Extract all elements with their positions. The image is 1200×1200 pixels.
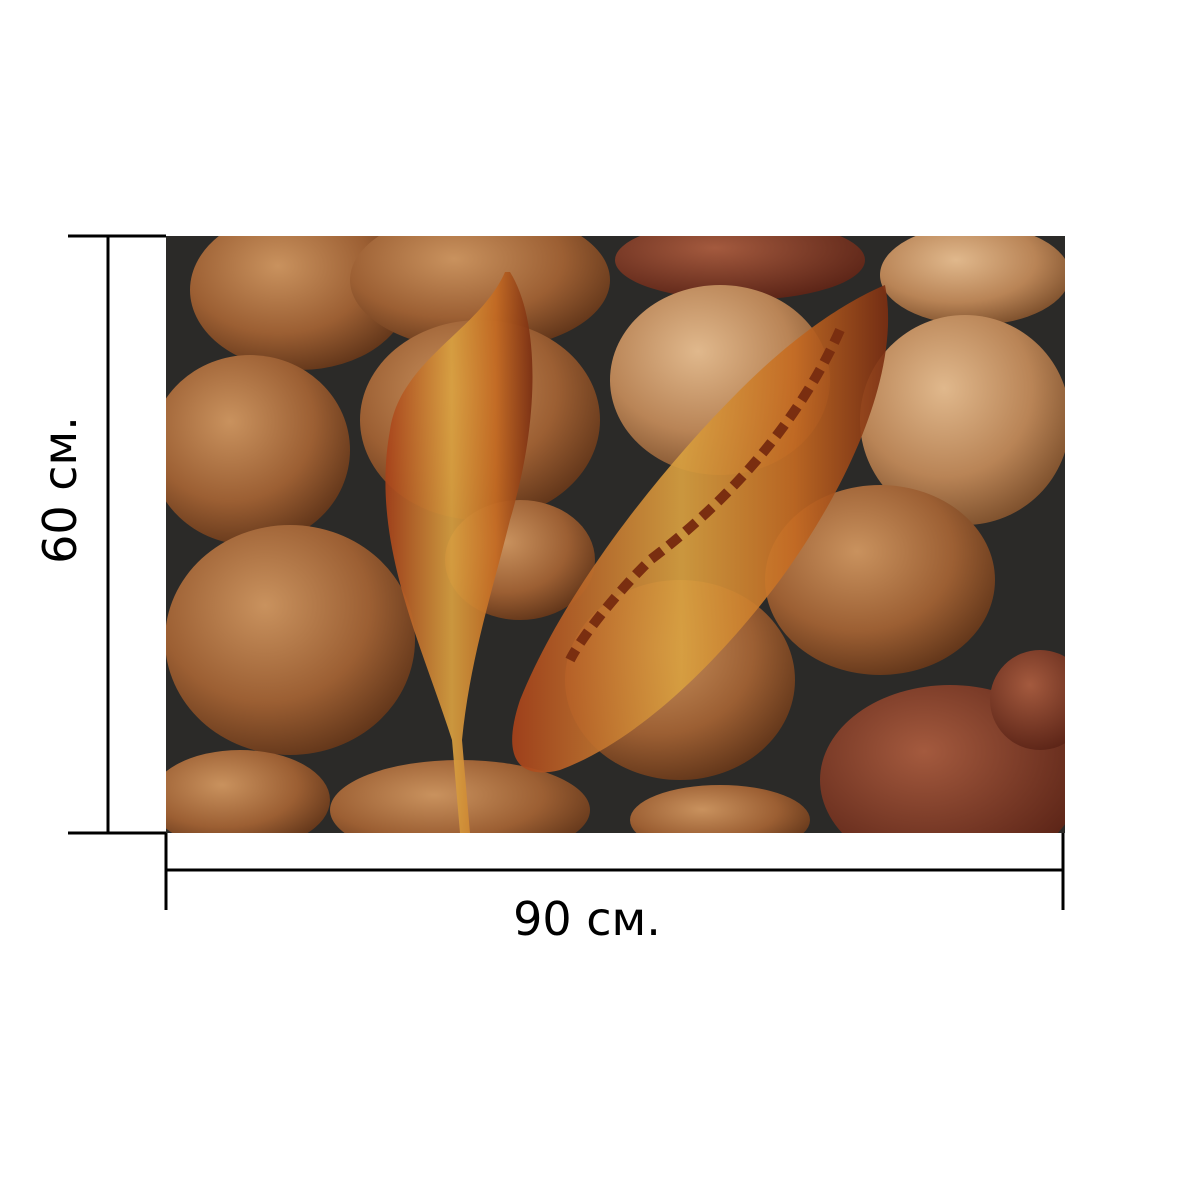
- dimension-lines: [68, 234, 1065, 910]
- photo: [166, 236, 1065, 833]
- height-label: 60 см.: [33, 416, 87, 564]
- width-label: 90 см.: [513, 892, 661, 946]
